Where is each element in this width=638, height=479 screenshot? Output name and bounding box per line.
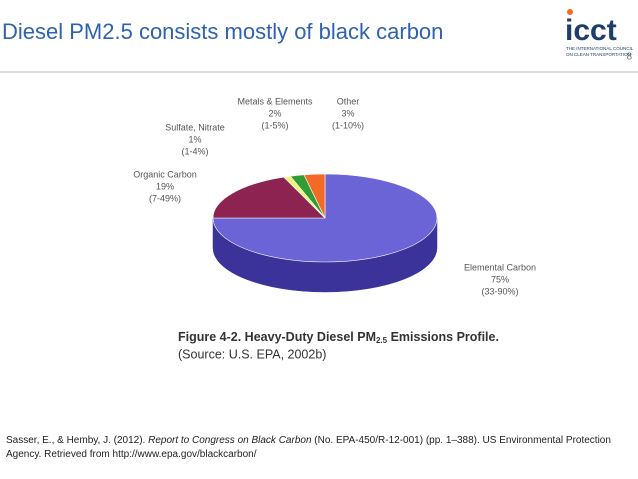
logo-tagline: ON CLEAN TRANSPORTATION bbox=[566, 52, 631, 57]
logo: icct bbox=[565, 14, 617, 47]
pie-slice bbox=[303, 173, 326, 219]
slice-label-value: 3% bbox=[341, 108, 354, 118]
figure-source: (Source: U.S. EPA, 2002b) bbox=[178, 347, 326, 361]
slice-label-value: 1% bbox=[188, 134, 201, 144]
pie-tops bbox=[212, 173, 438, 263]
slice-label-value: 75% bbox=[491, 274, 509, 284]
slice-label-range: (1-4%) bbox=[181, 146, 208, 156]
slice-label-range: (7-49%) bbox=[149, 193, 181, 203]
citation-text: (No. EPA-450/R-12-001) (pp. 1–388). US E… bbox=[6, 435, 611, 460]
slice-label-name: Organic Carbon bbox=[133, 169, 197, 179]
citation: Sasser, E., & Hemby, J. (2012). Report t… bbox=[6, 434, 631, 462]
slice-label-value: 2% bbox=[268, 108, 281, 118]
slide-title: Diesel PM2.5 consists mostly of black ca… bbox=[2, 19, 443, 44]
page-number: 8 bbox=[626, 52, 632, 63]
slice-label-range: (1-10%) bbox=[332, 120, 364, 130]
caption-subscript: 2.5 bbox=[376, 336, 388, 345]
caption-text: Figure 4-2. Heavy-Duty Diesel PM bbox=[178, 330, 376, 344]
slice-label-range: (1-5%) bbox=[261, 120, 288, 130]
logo-dot bbox=[567, 9, 573, 15]
slice-label-value: 19% bbox=[156, 181, 174, 191]
citation-text: Sasser, E., & Hemby, J. (2012). bbox=[6, 435, 149, 446]
figure-caption: Figure 4-2. Heavy-Duty Diesel PM2.5 Emis… bbox=[178, 330, 499, 345]
slice-label-name: Other bbox=[337, 96, 360, 106]
pie bbox=[212, 173, 438, 293]
slice-label-range: (33-90%) bbox=[481, 286, 518, 296]
pie-slice bbox=[212, 176, 326, 219]
logo-tagline: THE INTERNATIONAL COUNCIL bbox=[566, 46, 634, 51]
slice-label-name: Metals & Elements bbox=[237, 96, 313, 106]
slice-label-name: Sulfate, Nitrate bbox=[165, 122, 225, 132]
slice-label-name: Elemental Carbon bbox=[464, 262, 536, 272]
citation-title: Report to Congress on Black Carbon bbox=[148, 435, 312, 446]
caption-text: Emissions Profile. bbox=[387, 330, 499, 344]
slice-labels: Elemental Carbon 75% (33-90%) Organic Carbo… bbox=[133, 96, 536, 296]
